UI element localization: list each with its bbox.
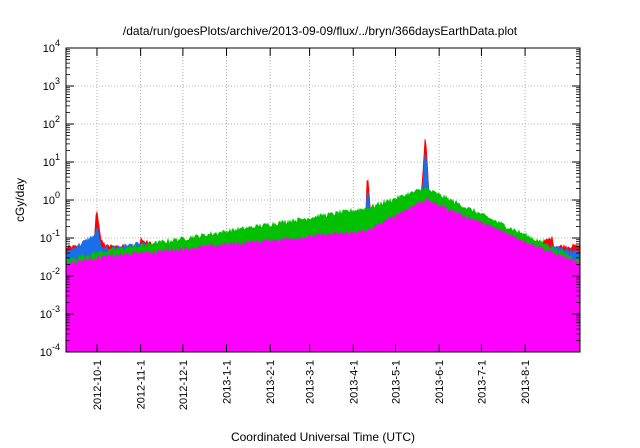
y-tick-label: 10-3	[40, 304, 60, 321]
y-tick-base: 10	[43, 119, 55, 131]
y-tick-label: 103	[43, 76, 60, 93]
y-tick-exponent: -2	[52, 266, 60, 276]
y-tick-exponent: 0	[55, 190, 60, 200]
chart-title: /data/run/goesPlots/archive/2013-09-09/f…	[123, 24, 518, 38]
y-tick-base: 10	[43, 195, 55, 207]
x-tick-label: 2013-2-1	[265, 360, 277, 404]
x-tick-labels: 2012-10-1 2012-11-1 2012-12-1 2013-1-1 2013-…	[92, 360, 532, 410]
y-tick-exponent: 3	[55, 76, 60, 86]
x-tick-label: 2012-12-1	[178, 360, 190, 410]
x-tick-label: 2012-11-1	[136, 360, 148, 409]
y-tick-label: 101	[43, 152, 60, 169]
y-tick-label: 102	[43, 114, 60, 131]
y-tick-exponent: -4	[52, 342, 60, 352]
series-layer	[65, 139, 581, 353]
x-tick-label: 2013-5-1	[391, 360, 403, 404]
y-tick-exponent: 1	[55, 152, 60, 162]
y-tick-base: 10	[43, 157, 55, 169]
y-tick-exponent: 4	[55, 38, 60, 48]
y-tick-label: 100	[43, 190, 60, 207]
x-tick-label: 2013-1-1	[222, 360, 234, 404]
y-tick-label: 104	[43, 38, 60, 55]
y-tick-base: 10	[40, 347, 52, 359]
y-tick-base: 10	[40, 271, 52, 283]
axis-ticks	[66, 47, 580, 353]
y-tick-base: 10	[40, 309, 52, 321]
y-tick-label: 10-2	[40, 266, 60, 283]
y-tick-exponent: 2	[55, 114, 60, 124]
y-tick-base: 10	[40, 233, 52, 245]
x-tick-label: 2013-6-1	[434, 360, 446, 404]
y-tick-label: 10-1	[40, 228, 60, 245]
x-tick-label: 2013-7-1	[476, 360, 488, 404]
x-tick-label: 2013-8-1	[520, 360, 532, 404]
x-axis-label: Coordinated Universal Time (UTC)	[231, 430, 415, 444]
y-tick-base: 10	[43, 43, 55, 55]
y-tick-exponent: -1	[52, 228, 60, 238]
y-axis-label: cGy/day	[13, 178, 27, 222]
x-tick-label: 2013-4-1	[348, 360, 360, 404]
x-tick-label: 2012-10-1	[92, 360, 104, 410]
y-tick-exponent: -3	[52, 304, 60, 314]
x-tick-label: 2013-3-1	[305, 360, 317, 404]
y-tick-label: 10-4	[40, 342, 60, 359]
y-tick-base: 10	[43, 81, 55, 93]
